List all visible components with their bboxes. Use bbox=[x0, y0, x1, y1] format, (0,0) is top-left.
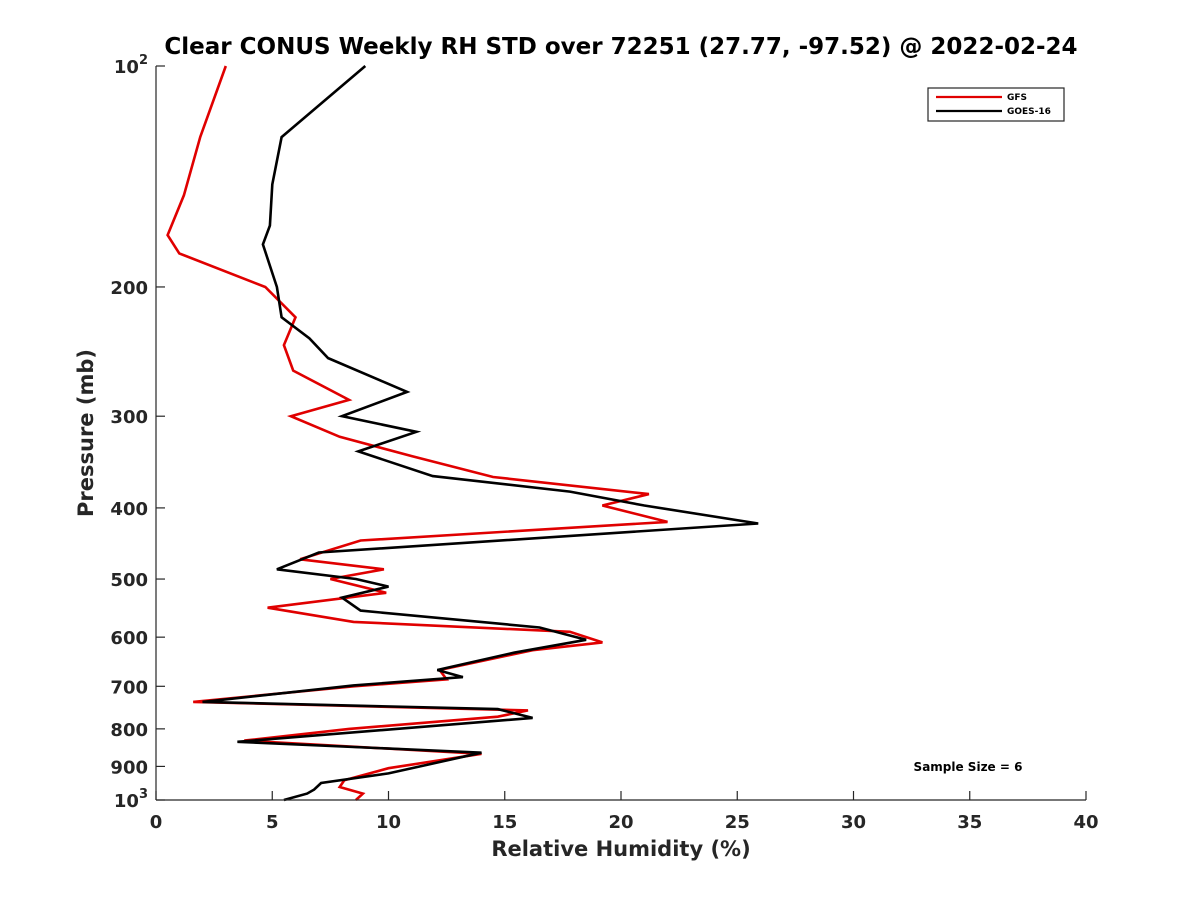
x-tick-label: 20 bbox=[608, 812, 633, 833]
x-tick-label: 10 bbox=[376, 812, 401, 833]
x-tick-label: 30 bbox=[841, 812, 866, 833]
y-tick-exponent: 2 bbox=[139, 53, 148, 68]
x-tick-label: 0 bbox=[150, 812, 163, 833]
series-line-gfs bbox=[166, 65, 668, 801]
y-tick-exponent: 3 bbox=[139, 787, 148, 802]
x-tick-label: 15 bbox=[492, 812, 517, 833]
series-line-goes-16 bbox=[202, 65, 759, 802]
x-axis-ticks: 0 5 10 15 20 25 30 35 40 bbox=[150, 791, 1099, 833]
y-tick-label: 300 bbox=[110, 407, 148, 428]
y-tick-label: 700 bbox=[110, 677, 148, 698]
y-tick-label: 600 bbox=[110, 628, 148, 649]
legend-label-gfs: GFS bbox=[1007, 93, 1027, 103]
x-tick-label: 5 bbox=[266, 812, 279, 833]
y-axis-label: Pressure (mb) bbox=[74, 349, 98, 517]
x-tick-label: 35 bbox=[957, 812, 982, 833]
x-tick-label: 40 bbox=[1073, 812, 1098, 833]
y-tick-label: 900 bbox=[110, 757, 148, 778]
y-tick-label: 400 bbox=[110, 499, 148, 520]
x-tick-label: 25 bbox=[725, 812, 750, 833]
y-tick-label: 102 bbox=[114, 53, 148, 78]
chart-title: Clear CONUS Weekly RH STD over 72251 (27… bbox=[164, 34, 1077, 60]
series-layer bbox=[166, 65, 759, 802]
legend: GFS GOES-16 bbox=[927, 87, 1065, 122]
y-tick-base: 10 bbox=[114, 791, 139, 812]
x-axis-label: Relative Humidity (%) bbox=[491, 837, 750, 861]
y-tick-label: 800 bbox=[110, 720, 148, 741]
legend-label-goes16: GOES-16 bbox=[1007, 107, 1051, 117]
y-tick-label: 500 bbox=[110, 570, 148, 591]
legend-box bbox=[927, 87, 1065, 122]
y-tick-label: 103 bbox=[114, 787, 148, 812]
sample-size-annotation: Sample Size = 6 bbox=[914, 760, 1023, 774]
y-tick-base: 10 bbox=[114, 57, 139, 78]
y-tick-label: 200 bbox=[110, 278, 148, 299]
